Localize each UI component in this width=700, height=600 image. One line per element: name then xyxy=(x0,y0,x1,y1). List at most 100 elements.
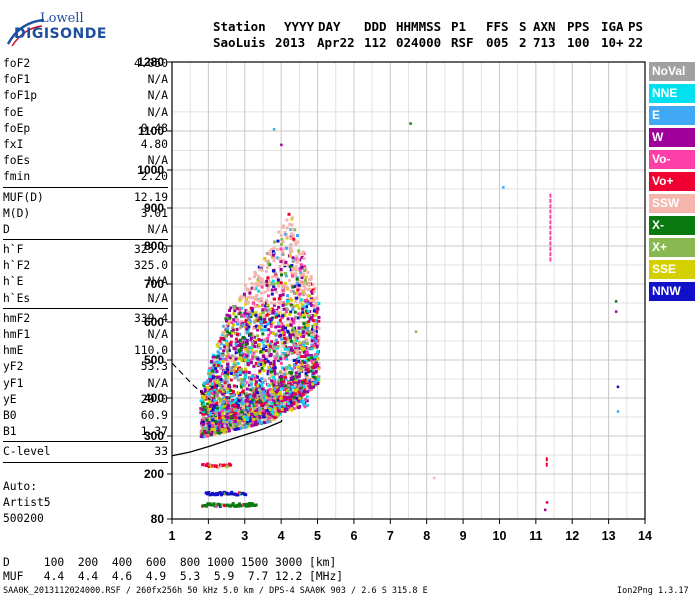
echo-point xyxy=(215,415,219,419)
echo-point xyxy=(265,404,269,408)
echo-point xyxy=(224,423,228,427)
echo-point xyxy=(304,325,307,329)
echo-point xyxy=(273,366,277,370)
echo-point xyxy=(212,353,215,357)
echo-point xyxy=(280,377,283,380)
echo-point xyxy=(200,390,203,393)
echo-point xyxy=(274,357,278,361)
echo-point xyxy=(299,389,303,393)
echo-point xyxy=(270,248,274,251)
echo-point xyxy=(249,381,253,385)
legend-item: NoVal xyxy=(649,62,695,81)
echo-point xyxy=(262,364,266,368)
echo-point xyxy=(256,391,259,395)
echo-point xyxy=(302,315,306,319)
header-label: DDD xyxy=(364,19,387,34)
echo-point xyxy=(293,383,297,387)
echo-point xyxy=(270,288,274,292)
echo-point xyxy=(223,371,227,374)
echo-point xyxy=(254,380,258,384)
echo-band-point xyxy=(236,493,240,497)
echo-point xyxy=(278,294,282,298)
echo-point xyxy=(310,335,314,339)
echo-point xyxy=(238,402,242,406)
echo-point xyxy=(300,355,304,359)
echo-point xyxy=(250,419,254,423)
echo-point xyxy=(264,320,268,324)
echo-point xyxy=(212,392,216,396)
echo-point xyxy=(274,342,277,346)
echo-point xyxy=(249,350,253,354)
echo-point xyxy=(268,318,272,322)
echo-point xyxy=(209,407,213,411)
echo-point xyxy=(291,328,295,332)
echo-point xyxy=(251,357,254,360)
param-row: hmF2 339.4 xyxy=(3,311,168,327)
echo-point xyxy=(282,392,286,396)
echo-point xyxy=(222,430,226,434)
echo-point xyxy=(225,412,229,416)
echo-streak-point xyxy=(549,204,552,209)
isolated-echo-point xyxy=(272,128,276,131)
echo-point xyxy=(240,351,244,355)
echo-point xyxy=(218,402,221,406)
echo-point xyxy=(252,351,256,355)
echo-point xyxy=(210,391,214,395)
echo-point xyxy=(291,289,295,293)
echo-point xyxy=(307,300,311,304)
echo-point xyxy=(233,423,237,427)
echo-point xyxy=(308,383,312,387)
echo-point xyxy=(223,369,227,373)
param-row: h`E N/A xyxy=(3,274,168,290)
echo-point xyxy=(230,359,234,363)
echo-point xyxy=(246,301,250,305)
echo-point xyxy=(290,393,294,397)
echo-point xyxy=(271,415,275,419)
echo-point xyxy=(313,332,317,336)
echo-point xyxy=(250,342,254,346)
echo-point xyxy=(214,410,218,414)
echo-point xyxy=(295,387,299,391)
echo-point xyxy=(294,392,298,396)
echo-point xyxy=(293,291,296,295)
echo-point xyxy=(288,364,292,368)
echo-point xyxy=(218,383,221,386)
echo-point xyxy=(306,302,310,306)
echo-point xyxy=(224,414,228,418)
echo-point xyxy=(275,389,279,393)
echo-point xyxy=(270,292,274,296)
echo-point xyxy=(305,395,309,399)
echo-point xyxy=(277,230,281,234)
echo-point xyxy=(254,409,258,413)
echo-point xyxy=(221,360,225,364)
echo-point xyxy=(209,388,213,391)
echo-point xyxy=(248,416,252,420)
param-group-virtual-heights: h`F 325.0 h`F2 325.0 h`E N/A h`Es N/A xyxy=(3,242,168,307)
echo-point xyxy=(298,341,302,345)
echo-point xyxy=(227,426,230,430)
echo-point xyxy=(300,327,304,331)
echo-point xyxy=(247,383,251,387)
echo-point xyxy=(294,272,298,276)
echo-point xyxy=(201,422,205,426)
echo-point xyxy=(252,364,256,368)
echo-point xyxy=(299,315,303,319)
echo-point xyxy=(296,291,300,295)
echo-point xyxy=(218,431,222,435)
echo-point xyxy=(279,409,283,413)
echo-point xyxy=(258,359,262,363)
y-tick-label: 1100 xyxy=(138,124,164,138)
echo-band-point xyxy=(248,502,252,505)
echo-point xyxy=(294,347,298,350)
echo-point xyxy=(240,385,244,389)
echo-point xyxy=(250,424,254,428)
echo-point xyxy=(275,290,279,294)
echo-point xyxy=(282,402,286,405)
echo-point xyxy=(298,279,302,283)
echo-point xyxy=(262,407,266,411)
echo-point xyxy=(279,281,283,285)
echo-point xyxy=(269,383,273,387)
echo-point xyxy=(267,391,271,395)
echo-point xyxy=(312,343,316,347)
echo-point xyxy=(227,429,231,433)
